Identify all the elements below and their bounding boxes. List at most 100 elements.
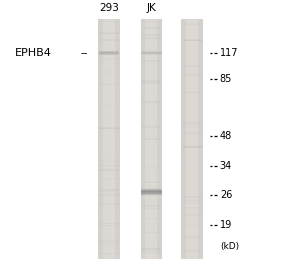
Bar: [100, 194, 119, 196]
Bar: [100, 178, 119, 180]
Bar: [142, 82, 161, 84]
Bar: [183, 207, 202, 209]
Bar: [99, 51, 119, 52]
Bar: [183, 126, 202, 128]
Bar: [141, 190, 162, 191]
Bar: [142, 138, 161, 140]
Bar: [183, 188, 202, 189]
Bar: [183, 92, 202, 93]
Bar: [141, 52, 162, 53]
Bar: [100, 51, 119, 53]
Bar: [142, 232, 161, 233]
Bar: [142, 37, 161, 40]
Text: 85: 85: [220, 74, 232, 84]
Bar: [142, 208, 161, 209]
Bar: [142, 167, 161, 168]
Bar: [183, 121, 202, 124]
Bar: [183, 199, 202, 201]
Bar: [142, 27, 161, 29]
Bar: [141, 51, 162, 52]
Text: (kD): (kD): [220, 242, 239, 251]
Bar: [100, 203, 119, 205]
Bar: [183, 250, 202, 252]
Bar: [183, 201, 202, 203]
Bar: [100, 21, 119, 22]
Bar: [99, 54, 119, 55]
Bar: [100, 84, 119, 85]
Bar: [186, 19, 198, 260]
Bar: [100, 127, 119, 129]
Text: --: --: [80, 48, 87, 58]
Bar: [183, 73, 202, 74]
Bar: [183, 39, 202, 41]
Bar: [100, 253, 119, 254]
Bar: [142, 188, 161, 191]
Bar: [141, 193, 162, 194]
Bar: [142, 34, 161, 36]
Bar: [183, 74, 202, 77]
Bar: [142, 185, 161, 187]
Bar: [100, 154, 119, 155]
Bar: [142, 125, 161, 128]
Bar: [100, 31, 119, 34]
Bar: [142, 205, 161, 207]
Bar: [142, 194, 161, 196]
Bar: [183, 202, 202, 204]
Bar: [103, 19, 115, 260]
Bar: [183, 66, 202, 68]
Bar: [183, 163, 202, 164]
Bar: [142, 182, 161, 183]
Text: 34: 34: [220, 161, 232, 171]
Bar: [142, 248, 161, 251]
Text: 117: 117: [220, 48, 238, 58]
Bar: [142, 218, 161, 219]
Text: JK: JK: [147, 3, 156, 13]
Bar: [142, 60, 161, 62]
Bar: [183, 200, 202, 201]
Bar: [100, 189, 119, 191]
Bar: [100, 223, 119, 224]
Bar: [100, 189, 119, 192]
Bar: [141, 53, 162, 54]
Bar: [141, 19, 162, 260]
Bar: [181, 19, 203, 260]
Bar: [100, 225, 119, 227]
Bar: [183, 236, 202, 238]
Bar: [100, 239, 119, 241]
Bar: [142, 170, 161, 172]
Bar: [142, 21, 161, 22]
Bar: [99, 52, 119, 53]
Bar: [141, 194, 162, 195]
Bar: [100, 39, 119, 41]
Bar: [142, 252, 161, 253]
Bar: [100, 241, 119, 243]
Bar: [142, 112, 161, 113]
Bar: [183, 132, 202, 135]
Text: 48: 48: [220, 131, 232, 141]
Bar: [142, 49, 161, 50]
Bar: [142, 101, 161, 103]
Bar: [183, 146, 202, 148]
Bar: [141, 191, 162, 192]
Bar: [183, 65, 202, 67]
Bar: [142, 21, 161, 23]
Bar: [98, 19, 120, 260]
Text: EPHB4: EPHB4: [15, 48, 52, 58]
Bar: [183, 124, 202, 125]
Bar: [142, 248, 161, 249]
Bar: [141, 54, 162, 55]
Bar: [100, 33, 119, 34]
Bar: [183, 40, 202, 41]
Bar: [100, 104, 119, 105]
Text: 293: 293: [99, 3, 119, 13]
Text: 19: 19: [220, 220, 232, 230]
Bar: [100, 62, 119, 63]
Bar: [100, 117, 119, 118]
Bar: [142, 188, 161, 189]
Bar: [183, 122, 202, 125]
Bar: [142, 201, 161, 202]
Bar: [183, 196, 202, 198]
Bar: [183, 165, 202, 167]
Bar: [142, 37, 161, 39]
Bar: [100, 244, 119, 245]
